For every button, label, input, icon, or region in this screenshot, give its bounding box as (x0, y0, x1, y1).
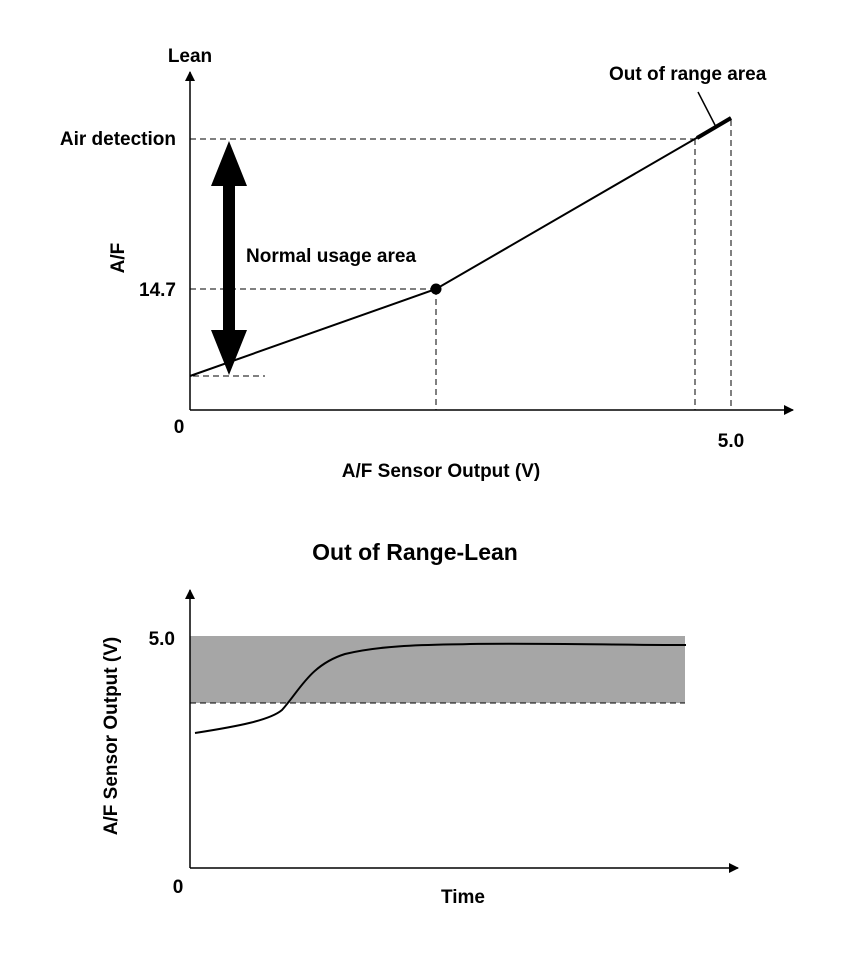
time-axis-label: Time (441, 887, 485, 908)
bottom-origin-label: 0 (173, 877, 184, 898)
air-detection-label: Air detection (60, 129, 176, 150)
bottom-five-volt-label: 5.0 (149, 629, 175, 650)
out-of-range-label: Out of range area (609, 64, 767, 85)
normal-usage-double-arrow (211, 141, 247, 375)
out-of-range-band (190, 636, 685, 703)
top-x-axis-label: A/F Sensor Output (V) (342, 461, 540, 482)
out-of-range-segment (695, 116, 733, 140)
af-axis-label: A/F (108, 243, 129, 274)
bottom-chart-title: Out of Range-Lean (312, 539, 518, 565)
top-chart: Lean Air detection 14.7 A/F Normal usage… (60, 46, 794, 482)
five-volt-label: 5.0 (718, 431, 744, 452)
normal-usage-label: Normal usage area (246, 246, 416, 267)
stoich-label: 14.7 (139, 280, 176, 301)
top-origin-label: 0 (174, 417, 185, 438)
stoich-point (430, 283, 442, 295)
bottom-y-axis-label: A/F Sensor Output (V) (101, 637, 122, 835)
sensor-output-curve (194, 642, 687, 734)
lean-label: Lean (168, 46, 212, 67)
out-of-range-leader (697, 91, 717, 128)
bottom-chart: Out of Range-Lean 5.0 0 A/F Sensor Outpu… (101, 539, 739, 908)
